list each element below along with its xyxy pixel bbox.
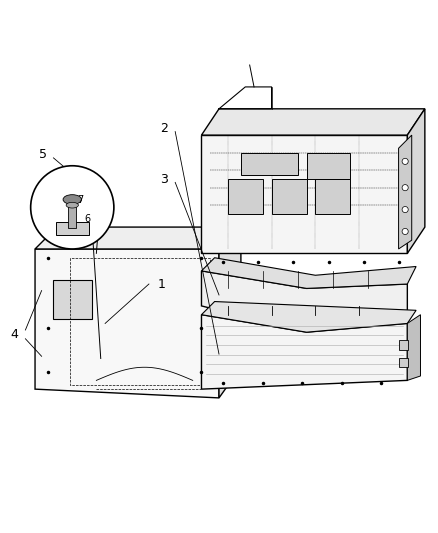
Polygon shape — [201, 271, 407, 332]
Polygon shape — [399, 135, 412, 249]
Polygon shape — [201, 258, 416, 288]
Polygon shape — [35, 249, 219, 398]
Ellipse shape — [63, 195, 81, 204]
Bar — [399, 340, 408, 350]
Polygon shape — [35, 227, 241, 249]
Bar — [228, 179, 263, 214]
Polygon shape — [53, 280, 92, 319]
Bar — [68, 204, 76, 229]
Polygon shape — [201, 302, 416, 332]
Text: 4: 4 — [11, 328, 18, 341]
Polygon shape — [201, 135, 407, 253]
Polygon shape — [407, 109, 425, 253]
Text: 3: 3 — [160, 173, 168, 186]
Bar — [315, 179, 350, 214]
Text: 6: 6 — [85, 214, 91, 224]
Bar — [241, 152, 298, 174]
Bar — [399, 358, 408, 367]
Polygon shape — [407, 314, 420, 381]
Circle shape — [402, 229, 408, 235]
Bar — [56, 222, 89, 235]
Polygon shape — [201, 109, 425, 135]
Circle shape — [31, 166, 114, 249]
Text: 1: 1 — [158, 278, 166, 290]
Ellipse shape — [66, 203, 78, 208]
Circle shape — [402, 184, 408, 191]
Polygon shape — [219, 227, 241, 398]
Bar — [307, 152, 350, 179]
Text: 7: 7 — [77, 195, 83, 205]
Text: 5: 5 — [39, 148, 47, 161]
Text: 2: 2 — [160, 122, 168, 135]
Circle shape — [402, 206, 408, 213]
Bar — [272, 179, 307, 214]
Polygon shape — [201, 314, 407, 389]
Circle shape — [402, 158, 408, 165]
